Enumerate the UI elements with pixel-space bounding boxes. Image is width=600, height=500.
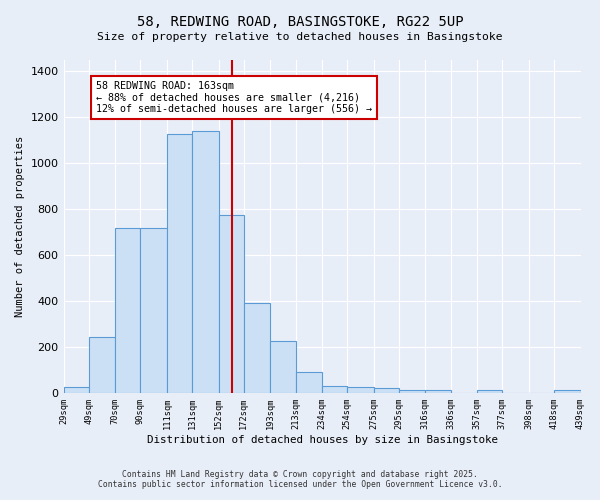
- Bar: [271, 342, 296, 393]
- Text: 58, REDWING ROAD, BASINGSTOKE, RG22 5UP: 58, REDWING ROAD, BASINGSTOKE, RG22 5UP: [137, 15, 463, 29]
- Bar: [554, 390, 581, 393]
- Bar: [399, 390, 425, 393]
- Bar: [140, 228, 167, 393]
- Bar: [347, 388, 374, 393]
- Text: Contains HM Land Registry data © Crown copyright and database right 2025.
Contai: Contains HM Land Registry data © Crown c…: [98, 470, 502, 489]
- Text: Size of property relative to detached houses in Basingstoke: Size of property relative to detached ho…: [97, 32, 503, 42]
- Bar: [218, 215, 244, 393]
- Bar: [89, 337, 115, 393]
- Bar: [296, 372, 322, 393]
- Bar: [374, 388, 399, 393]
- Bar: [115, 228, 140, 393]
- Bar: [477, 390, 502, 393]
- Bar: [64, 388, 89, 393]
- Bar: [192, 131, 218, 393]
- Bar: [244, 304, 271, 393]
- X-axis label: Distribution of detached houses by size in Basingstoke: Distribution of detached houses by size …: [146, 435, 497, 445]
- Bar: [425, 390, 451, 393]
- Bar: [322, 386, 347, 393]
- Bar: [167, 134, 192, 393]
- Y-axis label: Number of detached properties: Number of detached properties: [15, 136, 25, 317]
- Text: 58 REDWING ROAD: 163sqm
← 88% of detached houses are smaller (4,216)
12% of semi: 58 REDWING ROAD: 163sqm ← 88% of detache…: [97, 80, 373, 114]
